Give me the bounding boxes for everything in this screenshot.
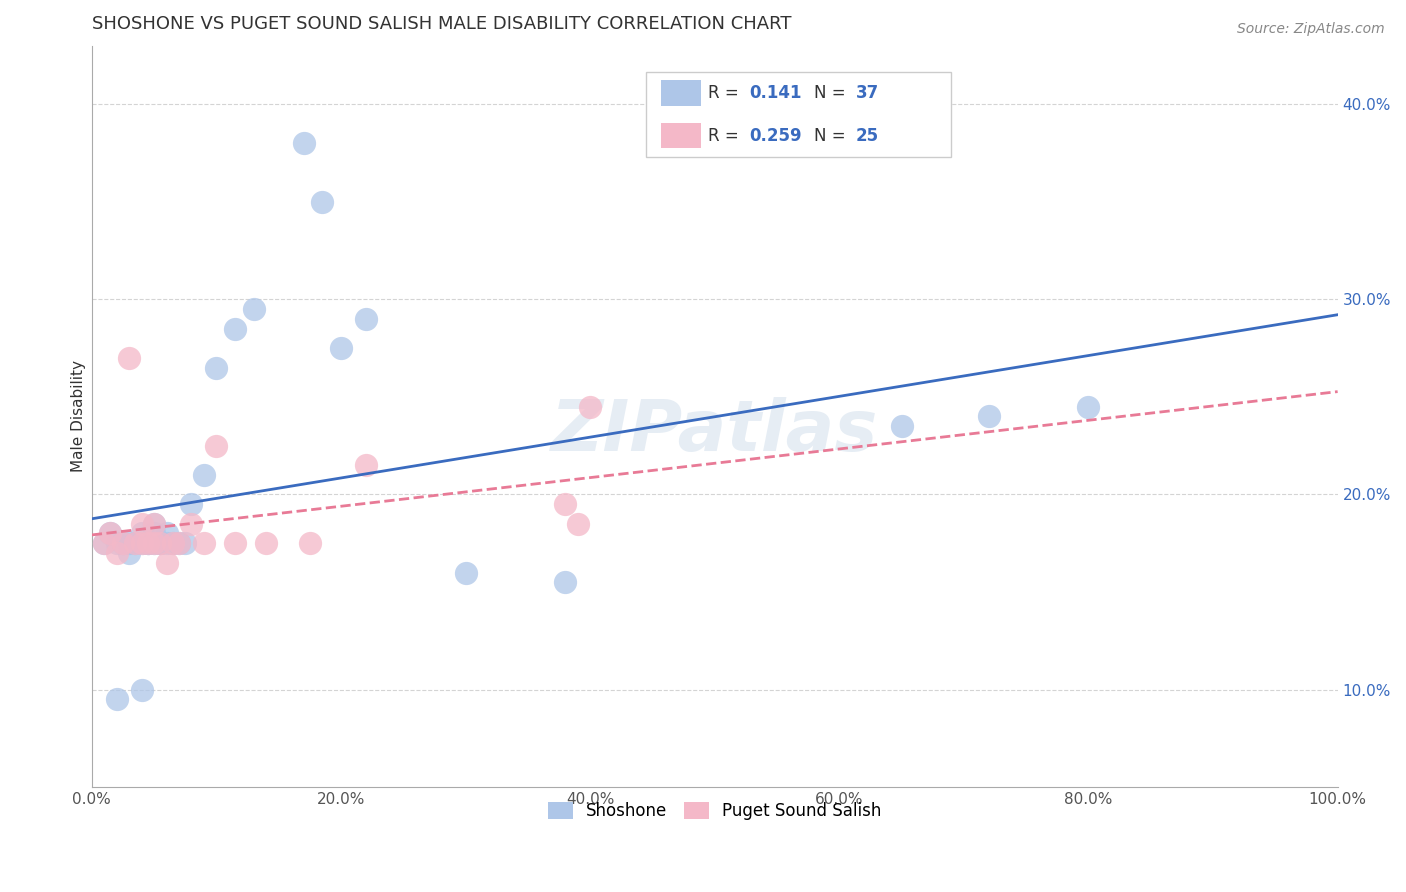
Point — [354, 458, 377, 473]
Point — [311, 194, 333, 209]
Point — [105, 692, 128, 706]
Point — [149, 536, 172, 550]
Point — [977, 409, 1000, 424]
Point — [131, 536, 153, 550]
Point — [118, 536, 141, 550]
Point — [131, 516, 153, 531]
Point — [554, 497, 576, 511]
FancyBboxPatch shape — [647, 71, 952, 157]
Point — [100, 526, 122, 541]
Point — [143, 526, 166, 541]
Point — [579, 400, 602, 414]
Text: N =: N = — [814, 84, 851, 102]
Y-axis label: Male Disability: Male Disability — [72, 360, 86, 473]
FancyBboxPatch shape — [661, 123, 702, 148]
Point — [167, 536, 190, 550]
Point — [111, 536, 134, 550]
Point — [242, 302, 264, 317]
Point — [136, 536, 159, 550]
Point — [118, 546, 141, 560]
Point — [180, 516, 202, 531]
Point — [124, 536, 146, 550]
Point — [93, 536, 115, 550]
Point — [131, 526, 153, 541]
Point — [136, 536, 159, 550]
Legend: Shoshone, Puget Sound Salish: Shoshone, Puget Sound Salish — [541, 796, 889, 827]
Text: Source: ZipAtlas.com: Source: ZipAtlas.com — [1237, 22, 1385, 37]
Point — [298, 536, 321, 550]
Point — [354, 311, 377, 326]
Point — [254, 536, 277, 550]
FancyBboxPatch shape — [661, 80, 702, 106]
Point — [155, 556, 177, 570]
Point — [143, 536, 166, 550]
Point — [224, 321, 246, 335]
Point — [131, 682, 153, 697]
Point — [454, 566, 477, 580]
Text: 0.259: 0.259 — [749, 127, 803, 145]
Point — [1077, 400, 1099, 414]
Point — [292, 136, 315, 151]
Point — [155, 536, 177, 550]
Point — [105, 536, 128, 550]
Point — [131, 536, 153, 550]
Point — [93, 536, 115, 550]
Point — [224, 536, 246, 550]
Point — [111, 536, 134, 550]
Text: ZIPatlas: ZIPatlas — [551, 397, 879, 466]
Point — [167, 536, 190, 550]
Point — [193, 536, 215, 550]
Point — [205, 439, 228, 453]
Point — [143, 536, 166, 550]
Point — [149, 536, 172, 550]
Text: 25: 25 — [855, 127, 879, 145]
Point — [162, 536, 184, 550]
Text: N =: N = — [814, 127, 851, 145]
Point — [155, 526, 177, 541]
Point — [118, 351, 141, 365]
Point — [174, 536, 197, 550]
Text: R =: R = — [709, 127, 745, 145]
Text: SHOSHONE VS PUGET SOUND SALISH MALE DISABILITY CORRELATION CHART: SHOSHONE VS PUGET SOUND SALISH MALE DISA… — [91, 15, 792, 33]
Point — [330, 341, 353, 355]
Point — [193, 467, 215, 482]
Point — [100, 526, 122, 541]
Point — [180, 497, 202, 511]
Point — [124, 536, 146, 550]
Point — [136, 536, 159, 550]
Text: 37: 37 — [855, 84, 879, 102]
Point — [143, 516, 166, 531]
Point — [105, 546, 128, 560]
Text: R =: R = — [709, 84, 745, 102]
Point — [205, 360, 228, 375]
Point — [890, 419, 912, 434]
Point — [143, 516, 166, 531]
Point — [149, 536, 172, 550]
Point — [554, 575, 576, 590]
Text: 0.141: 0.141 — [749, 84, 801, 102]
Point — [567, 516, 589, 531]
Point — [162, 536, 184, 550]
